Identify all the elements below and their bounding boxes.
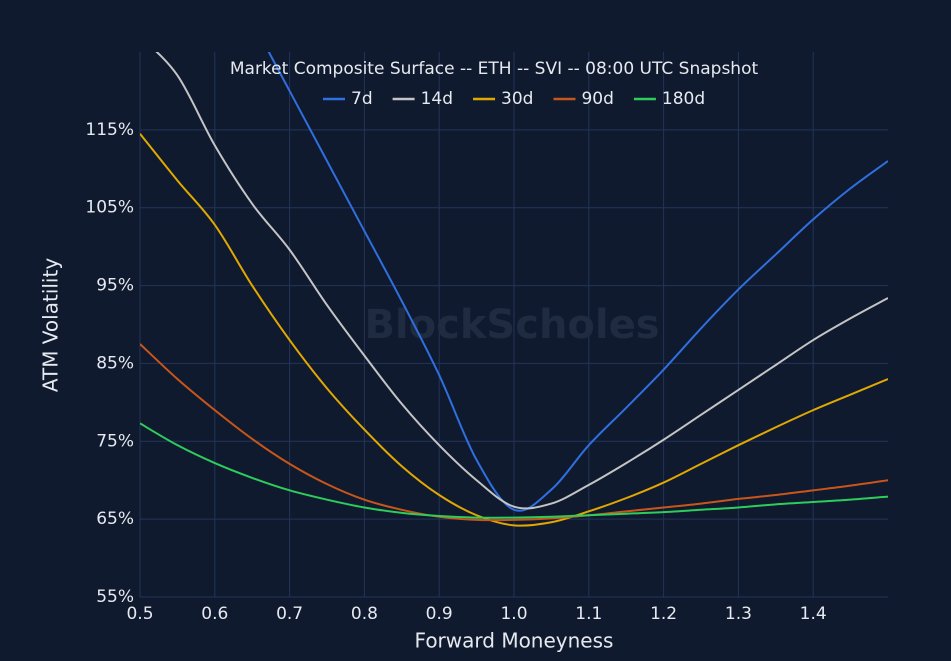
series-line xyxy=(140,133,888,527)
x-tick-label: 1.1 xyxy=(575,604,602,624)
series-line xyxy=(140,422,888,519)
legend: 7d 14d 30d 90d 180d xyxy=(323,89,705,109)
x-tick-label: 0.5 xyxy=(126,604,153,624)
x-tick-label: 0.8 xyxy=(351,604,378,624)
x-tick-label: 0.7 xyxy=(276,604,303,624)
legend-label: 90d xyxy=(581,89,613,109)
x-tick-label: 1.2 xyxy=(650,604,677,624)
x-tick-label: 1.0 xyxy=(500,604,527,624)
series-line xyxy=(140,343,888,522)
x-tick-label: 1.4 xyxy=(800,604,827,624)
legend-label: 7d xyxy=(351,89,373,109)
x-tick-label: 0.9 xyxy=(426,604,453,624)
y-tick-label: 85% xyxy=(96,353,134,373)
y-tick-label: 95% xyxy=(96,276,134,296)
legend-label: 14d xyxy=(421,89,453,109)
chart-title: Market Composite Surface -- ETH -- SVI -… xyxy=(230,59,759,79)
plot-area xyxy=(140,52,888,527)
x-tick-label: 0.6 xyxy=(201,604,228,624)
legend-label: 30d xyxy=(501,89,533,109)
series-line xyxy=(267,52,888,512)
y-tick-label: 115% xyxy=(85,120,134,140)
legend-label: 180d xyxy=(662,89,705,109)
x-tick-label: 1.3 xyxy=(725,604,752,624)
y-tick-label: 75% xyxy=(96,431,134,451)
y-tick-label: 55% xyxy=(96,587,134,607)
y-axis-title: ATM Volatility xyxy=(39,258,63,392)
y-tick-label: 105% xyxy=(85,198,134,218)
series-line xyxy=(155,52,888,510)
x-axis-title: Forward Moneyness xyxy=(415,629,614,653)
y-tick-label: 65% xyxy=(96,509,134,529)
watermark: BlockScholes xyxy=(364,302,659,348)
